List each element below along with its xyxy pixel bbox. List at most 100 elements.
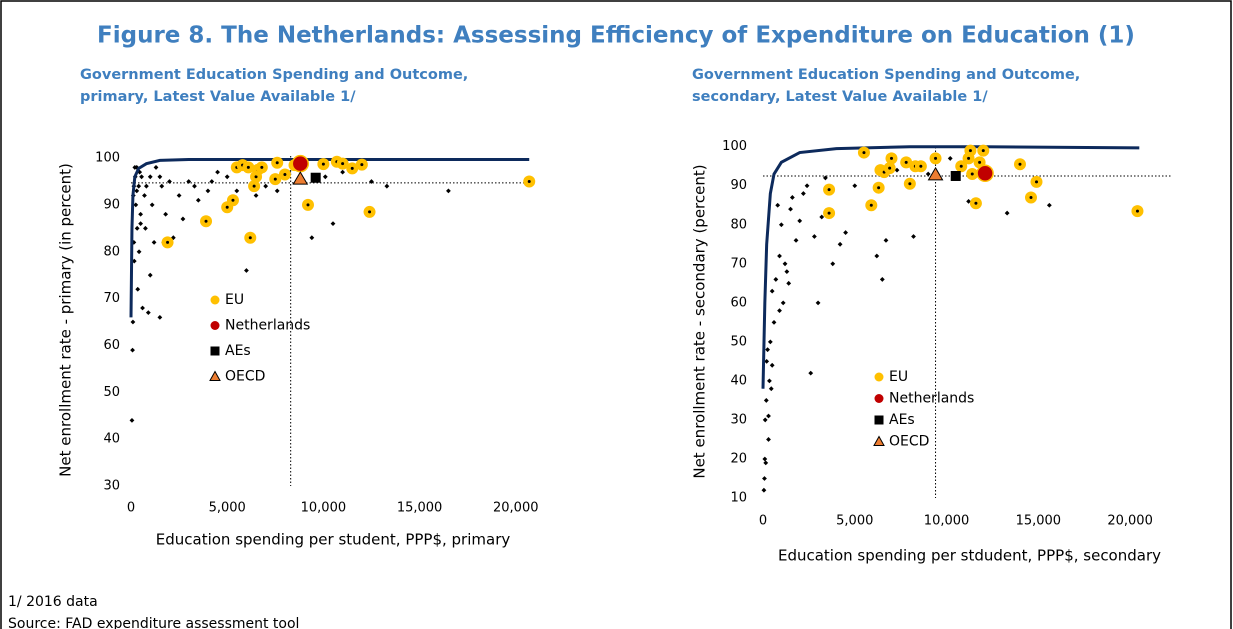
y-tick-label: 100 [95, 151, 120, 166]
other-country-point [170, 235, 176, 241]
other-country-point [786, 280, 792, 286]
eu-center [877, 186, 881, 190]
eu-point [1131, 205, 1144, 218]
eu-center [981, 149, 985, 153]
eu-point [1013, 158, 1026, 171]
eu-point [966, 168, 979, 181]
other-country-point [763, 460, 769, 466]
chart-subtitle: Government Education Spending and Outcom… [80, 67, 468, 83]
eu-center [368, 210, 372, 214]
y-tick-label: 30 [730, 412, 747, 427]
other-country-point [762, 476, 767, 481]
other-country-point [180, 216, 186, 222]
eu-point [226, 194, 239, 207]
legend-label: EU [889, 369, 908, 385]
legend-swatch [210, 295, 220, 305]
other-country-point [1046, 202, 1052, 208]
eu-center [275, 161, 279, 165]
other-country-point [788, 206, 793, 212]
other-country-point [138, 211, 144, 217]
other-country-point [761, 487, 767, 493]
other-country-point [925, 171, 931, 177]
other-country-point [134, 165, 140, 170]
netherlands-point [291, 154, 310, 173]
eu-center [934, 156, 938, 160]
eu-point [955, 160, 968, 173]
eu-point [523, 175, 536, 188]
eu-center [350, 166, 354, 170]
eu-center [246, 165, 250, 169]
eu-center [321, 162, 325, 166]
eu-point [1030, 175, 1043, 188]
y-tick-label: 20 [730, 451, 747, 466]
other-country-point [224, 174, 230, 180]
other-country-point [153, 165, 159, 170]
other-country-point [811, 234, 817, 239]
x-tick-label: 20,000 [1107, 514, 1153, 529]
other-country-point [782, 261, 788, 267]
other-country-point [763, 398, 769, 403]
eu-center [1034, 180, 1038, 184]
other-country-point [176, 193, 182, 198]
other-country-point [263, 183, 269, 189]
eu-point [363, 205, 376, 218]
aes-point [310, 172, 321, 183]
other-country-point [253, 193, 259, 198]
x-axis-label: Education spending per stdudent, PPP$, s… [778, 547, 1161, 565]
y-tick-label: 90 [103, 197, 120, 212]
other-country-point [130, 319, 136, 325]
y-axis-label: Net enrollment rate - primary (in percen… [57, 163, 75, 477]
other-country-point [768, 386, 774, 392]
y-tick-label: 100 [722, 139, 747, 154]
x-tick-label: 20,000 [493, 501, 539, 516]
eu-point [242, 161, 255, 174]
oecd-point [927, 166, 944, 181]
other-country-point [769, 288, 775, 294]
other-country-point [309, 235, 315, 241]
eu-point [244, 231, 257, 244]
other-country-point [800, 191, 806, 196]
legend-swatch [873, 435, 885, 446]
other-country-point [136, 183, 142, 189]
eu-point [885, 152, 898, 165]
eu-point [903, 177, 916, 190]
eu-point [872, 181, 885, 194]
eu-center [166, 240, 170, 244]
eu-center [970, 172, 974, 176]
eu-center [908, 182, 912, 186]
eu-point [271, 156, 284, 169]
other-country-point [775, 202, 781, 208]
x-tick-label: 10,000 [924, 514, 970, 529]
other-country-point [138, 221, 144, 227]
other-country-point [142, 193, 147, 198]
other-country-point [205, 188, 211, 194]
eu-point [278, 168, 291, 181]
eu-center [959, 164, 963, 168]
other-country-point [784, 269, 790, 275]
other-country-point [894, 167, 900, 173]
eu-center [360, 163, 364, 167]
source-note: Source: FAD expenditure assessment tool [8, 616, 299, 629]
other-country-point [136, 249, 142, 255]
y-tick-label: 60 [730, 295, 747, 310]
eu-center [974, 201, 978, 205]
other-country-point [767, 378, 772, 384]
other-country-point [793, 237, 799, 243]
other-country-point [808, 370, 814, 376]
eu-point [964, 144, 977, 157]
other-country-point [947, 156, 953, 161]
legend-swatch [874, 394, 884, 403]
eu-center [827, 211, 831, 215]
eu-center [248, 236, 252, 240]
other-country-point [195, 197, 201, 203]
other-country-point [157, 174, 163, 180]
y-tick-label: 80 [730, 217, 747, 232]
legend-label: Netherlands [889, 391, 974, 407]
other-country-point [384, 183, 390, 189]
other-country-point [765, 347, 770, 353]
eu-point [900, 156, 913, 169]
legend-label: AEs [225, 343, 251, 359]
other-country-point [186, 179, 192, 184]
eu-center [306, 203, 310, 207]
other-country-point [1004, 210, 1010, 216]
